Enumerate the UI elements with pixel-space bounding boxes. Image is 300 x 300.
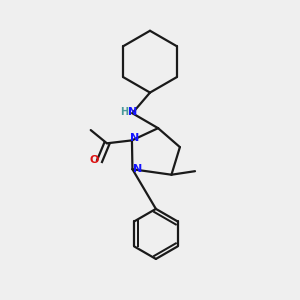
Text: N: N: [128, 107, 137, 117]
Text: O: O: [90, 155, 99, 165]
Text: N: N: [133, 164, 142, 174]
Text: N: N: [130, 133, 140, 143]
Text: H: H: [120, 107, 128, 117]
